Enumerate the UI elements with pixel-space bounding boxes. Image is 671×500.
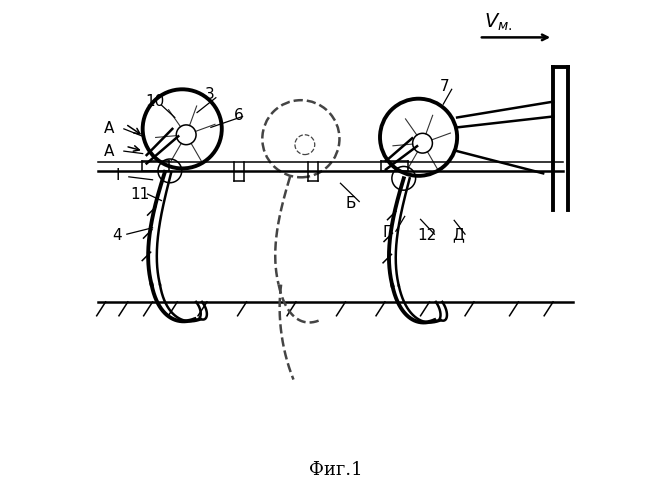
Text: Фиг.1: Фиг.1 bbox=[309, 461, 362, 479]
Text: $V_{\mathit{м.}}$: $V_{\mathit{м.}}$ bbox=[484, 12, 513, 33]
Text: Г: Г bbox=[382, 225, 392, 240]
Text: А: А bbox=[104, 144, 114, 158]
Text: 3: 3 bbox=[205, 87, 214, 102]
Text: 7: 7 bbox=[440, 80, 449, 94]
Text: I: I bbox=[115, 168, 120, 184]
Text: А: А bbox=[104, 122, 114, 136]
Text: 12: 12 bbox=[417, 228, 437, 242]
Text: 4: 4 bbox=[112, 228, 121, 242]
Text: 10: 10 bbox=[146, 94, 164, 109]
Text: Д: Д bbox=[452, 228, 464, 242]
Text: Б: Б bbox=[345, 196, 356, 210]
Text: 6: 6 bbox=[234, 108, 244, 123]
Text: 11: 11 bbox=[131, 187, 150, 202]
